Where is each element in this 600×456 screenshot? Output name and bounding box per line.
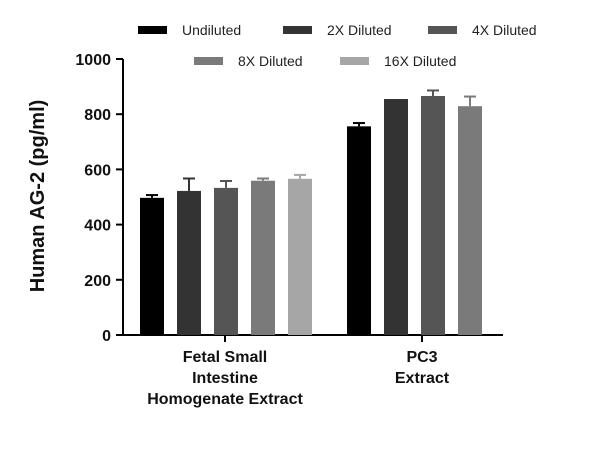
y-tick-label: 800 xyxy=(84,107,111,124)
legend-swatch xyxy=(428,26,457,34)
bar xyxy=(347,126,371,336)
bar xyxy=(384,99,408,336)
category-label: Fetal Small xyxy=(183,349,267,366)
legend-label: 16X Diluted xyxy=(384,53,456,69)
category-label: Intestine xyxy=(192,370,258,387)
bar xyxy=(177,190,201,335)
legend-swatch xyxy=(194,57,223,65)
y-tick-label: 0 xyxy=(102,328,111,345)
category-label: PC3 xyxy=(406,349,437,366)
bars xyxy=(140,89,482,336)
bar xyxy=(140,197,164,335)
category-label: Extract xyxy=(395,370,450,387)
y-tick-label: 200 xyxy=(84,273,111,290)
legend-label: 2X Diluted xyxy=(327,22,392,38)
bar xyxy=(458,106,482,335)
y-tick-label: 600 xyxy=(84,162,111,179)
bar xyxy=(421,95,445,335)
bar xyxy=(214,187,238,335)
y-axis-title: Human AG-2 (pg/ml) xyxy=(27,100,49,293)
legend-swatch xyxy=(138,26,167,34)
category-labels: Fetal Small Intestine Homogenate Extract PC… xyxy=(147,335,450,408)
legend-label: Undiluted xyxy=(182,22,241,38)
category-label: Homogenate Extract xyxy=(147,391,303,408)
legend-label: 4X Diluted xyxy=(472,22,537,38)
y-tick-label: 400 xyxy=(84,218,111,235)
legend-swatch xyxy=(340,57,369,65)
bar xyxy=(288,178,312,335)
y-tick-label: 1000 xyxy=(75,52,111,69)
legend: Undiluted 2X Diluted 4X Diluted 8X Diluted 1… xyxy=(138,22,537,69)
legend-label: 8X Diluted xyxy=(238,53,303,69)
bar xyxy=(251,180,275,335)
legend-swatch xyxy=(283,26,312,34)
